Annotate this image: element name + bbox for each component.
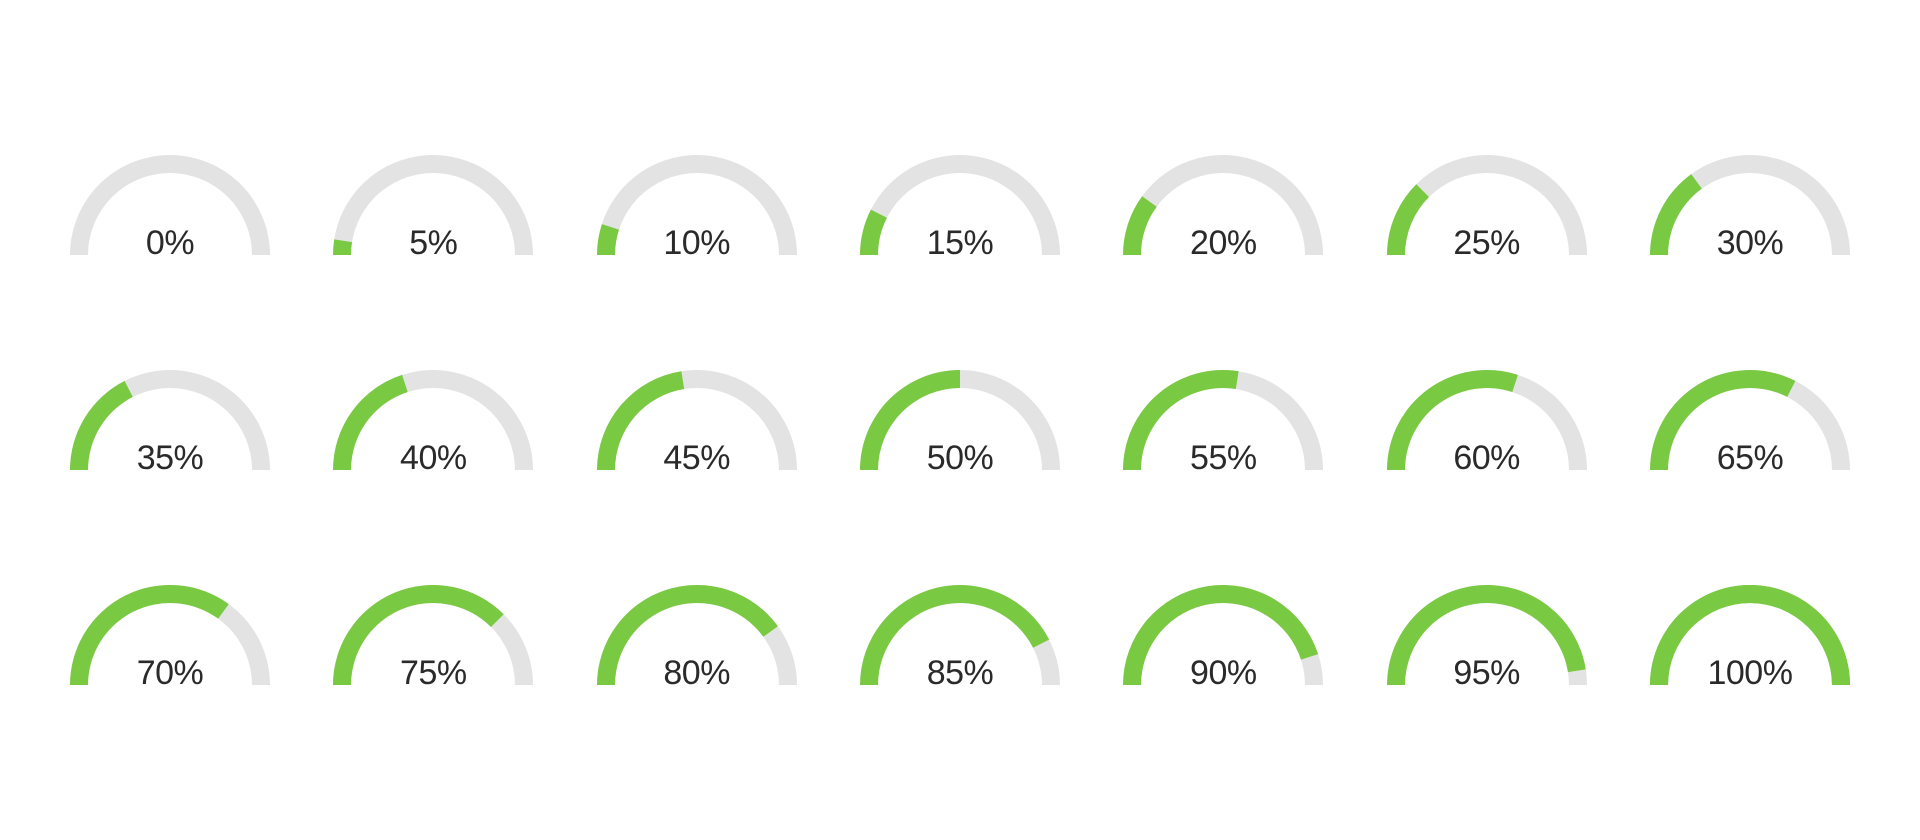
gauge-label: 70% — [137, 654, 204, 693]
gauge-75: 75% — [323, 575, 543, 695]
gauge-label: 20% — [1190, 224, 1257, 263]
gauge-label: 100% — [1707, 654, 1792, 693]
gauge-60: 60% — [1377, 360, 1597, 480]
gauge-label: 95% — [1453, 654, 1520, 693]
gauge-10: 10% — [587, 145, 807, 265]
gauge-95: 95% — [1377, 575, 1597, 695]
gauge-progress — [1123, 196, 1157, 255]
gauge-label: 55% — [1190, 439, 1257, 478]
gauge-20: 20% — [1113, 145, 1333, 265]
gauge-25: 25% — [1377, 145, 1597, 265]
gauge-label: 45% — [663, 439, 730, 478]
gauge-100: 100% — [1640, 575, 1860, 695]
gauge-5: 5% — [323, 145, 543, 265]
gauge-label: 10% — [663, 224, 730, 263]
gauge-progress — [860, 210, 887, 255]
gauge-label: 30% — [1717, 224, 1784, 263]
gauge-0: 0% — [60, 145, 280, 265]
gauge-label: 15% — [927, 224, 994, 263]
gauge-progress — [333, 375, 408, 470]
gauge-15: 15% — [850, 145, 1070, 265]
gauge-70: 70% — [60, 575, 280, 695]
gauge-label: 65% — [1717, 439, 1784, 478]
gauge-label: 60% — [1453, 439, 1520, 478]
gauge-label: 0% — [146, 224, 194, 263]
gauge-55: 55% — [1113, 360, 1333, 480]
gauge-65: 65% — [1640, 360, 1860, 480]
gauge-label: 25% — [1453, 224, 1520, 263]
gauge-progress — [597, 224, 619, 255]
gauge-80: 80% — [587, 575, 807, 695]
gauge-label: 80% — [663, 654, 730, 693]
gauge-30: 30% — [1640, 145, 1860, 265]
gauge-50: 50% — [850, 360, 1070, 480]
gauge-85: 85% — [850, 575, 1070, 695]
gauge-90: 90% — [1113, 575, 1333, 695]
gauge-label: 90% — [1190, 654, 1257, 693]
gauge-35: 35% — [60, 360, 280, 480]
gauge-label: 50% — [927, 439, 994, 478]
gauge-row-2: 70% 75% 80% 85% 90% 95% 100% — [60, 575, 1860, 695]
gauge-progress — [1650, 174, 1702, 255]
gauge-label: 35% — [137, 439, 204, 478]
gauge-progress — [1387, 184, 1429, 255]
gauge-progress — [70, 381, 133, 470]
gauge-40: 40% — [323, 360, 543, 480]
gauge-label: 85% — [927, 654, 994, 693]
gauge-row-1: 35% 40% 45% 50% 55% 60% 65% — [60, 360, 1860, 480]
gauge-45: 45% — [587, 360, 807, 480]
gauge-label: 40% — [400, 439, 467, 478]
gauge-label: 75% — [400, 654, 467, 693]
gauge-label: 5% — [409, 224, 457, 263]
gauge-row-0: 0% 5% 10% 15% 20% 25% 30% — [60, 145, 1860, 265]
